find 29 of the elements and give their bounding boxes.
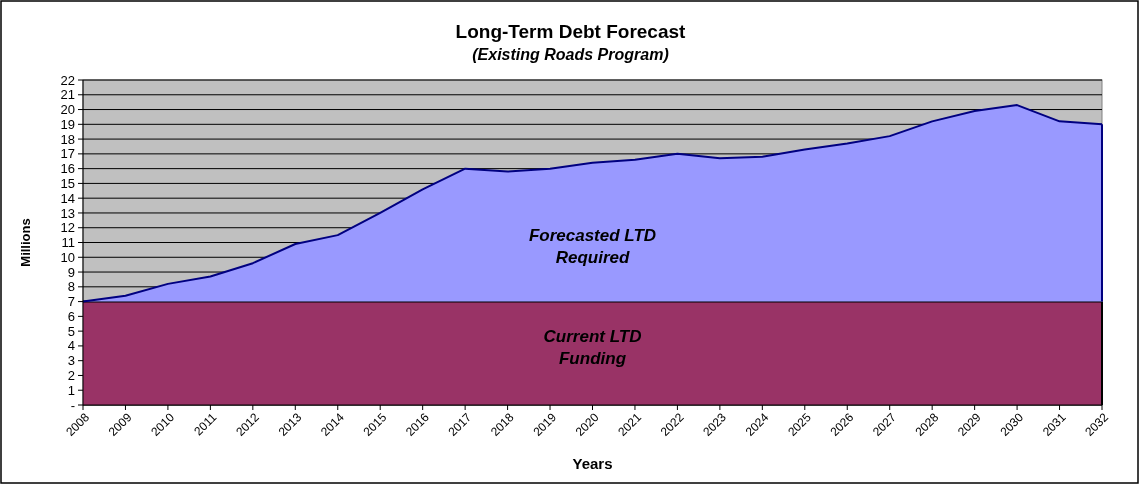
y-axis-title: Millions — [18, 218, 33, 267]
y-tick-label: 7 — [67, 294, 75, 310]
y-tick-label: 3 — [67, 353, 75, 369]
x-axis-title: Years — [572, 455, 613, 472]
y-tick-label: 2 — [67, 368, 75, 383]
y-tick-label: 18 — [60, 131, 75, 147]
y-tick-label: 11 — [61, 235, 75, 251]
y-tick-label: 6 — [67, 308, 75, 324]
y-tick-label: 10 — [60, 249, 75, 265]
y-tick-label: 17 — [60, 146, 75, 162]
chart-subtitle: (Existing Roads Program) — [472, 46, 669, 63]
y-tick-label: 1 — [67, 382, 75, 398]
y-tick-label: 14 — [60, 190, 75, 206]
chart-title: Long-Term Debt Forecast — [455, 21, 687, 42]
y-tick-label: - — [70, 397, 75, 413]
y-tick-label: 4 — [67, 338, 75, 354]
series-label: Current LTD Funding — [543, 327, 642, 369]
y-tick-label: 16 — [60, 161, 75, 177]
y-tick-label: 15 — [60, 175, 75, 191]
y-tick-label: 19 — [60, 116, 75, 132]
series-label: Forecasted LTD Required — [528, 226, 657, 268]
y-tick-label: 21 — [60, 87, 75, 103]
y-tick-label: 5 — [67, 323, 75, 339]
y-tick-label: 9 — [67, 264, 75, 280]
y-tick-label: 22 — [60, 72, 75, 88]
y-tick-label: 20 — [60, 102, 75, 118]
y-tick-label: 13 — [60, 205, 75, 221]
y-tick-label: 8 — [67, 279, 75, 295]
y-tick-label: 12 — [60, 220, 75, 236]
